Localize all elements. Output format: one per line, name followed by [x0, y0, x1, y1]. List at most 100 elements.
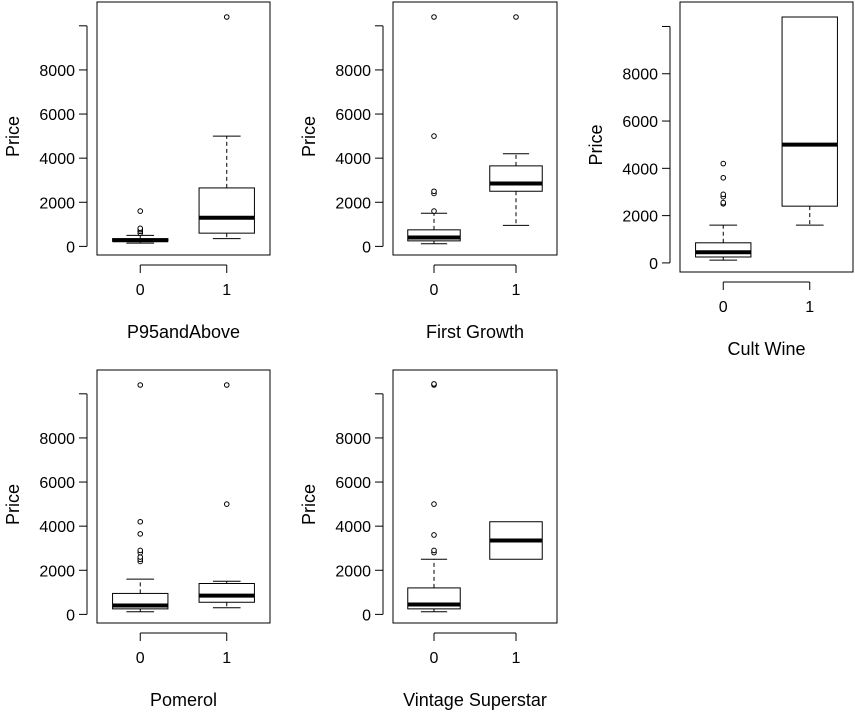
- plot-frame: [96, 369, 271, 624]
- box-iqr: [407, 229, 461, 242]
- outlier-point: [720, 174, 727, 181]
- outlier-point: [431, 14, 437, 20]
- box: [695, 160, 752, 261]
- x-tick-label: 1: [222, 650, 231, 667]
- x-tick-label: 0: [430, 282, 439, 299]
- outlier-point: [431, 133, 437, 139]
- y-tick-label: 6000: [39, 475, 75, 492]
- y-axis: 0 2000 4000 6000 8000 Price: [299, 25, 384, 256]
- outlier-point: [720, 199, 727, 206]
- y-axis: 0 2000 4000 6000 8000 Price: [3, 393, 88, 624]
- y-tick-label: 6000: [335, 475, 371, 492]
- x-tick-label: 0: [430, 650, 439, 667]
- y-axis: 0 2000 4000 6000 8000 Price: [586, 25, 671, 273]
- y-tick-label: 2000: [622, 209, 658, 226]
- x-axis: 0 1 Vintage Superstar: [403, 632, 547, 710]
- outlier-point: [431, 501, 437, 507]
- x-axis: 0 1 Pomerol: [136, 632, 231, 710]
- y-tick-label: 2000: [39, 195, 75, 212]
- box-iqr: [198, 583, 255, 603]
- outlier-point: [431, 547, 437, 554]
- y-tick-label: 0: [66, 607, 75, 624]
- box-iqr: [198, 187, 255, 234]
- x-axis: 0 1 Cult Wine: [719, 281, 814, 359]
- outlier-point: [431, 188, 437, 195]
- x-axis-title: First Growth: [426, 322, 524, 342]
- y-axis-title: Price: [299, 116, 319, 157]
- y-tick-label: 4000: [335, 151, 371, 168]
- y-axis-title: Price: [3, 116, 23, 157]
- y-tick-label: 4000: [622, 161, 658, 178]
- y-tick-label: 6000: [622, 114, 658, 131]
- y-tick-label: 8000: [39, 431, 75, 448]
- box: [112, 208, 169, 244]
- outlier-point: [137, 547, 144, 554]
- y-tick-label: 8000: [622, 67, 658, 84]
- outlier-point: [431, 208, 437, 214]
- box-iqr: [695, 242, 752, 258]
- outlier-point: [720, 160, 727, 167]
- outlier-point: [137, 382, 144, 388]
- outlier-point: [223, 14, 230, 20]
- box: [489, 14, 543, 226]
- y-axis-title: Price: [3, 484, 23, 525]
- outlier-point: [137, 225, 144, 232]
- y-axis-title: Price: [299, 484, 319, 525]
- box: [112, 382, 169, 613]
- x-axis-title: Cult Wine: [727, 339, 805, 359]
- box: [198, 382, 255, 609]
- x-tick-label: 0: [136, 282, 145, 299]
- y-tick-label: 2000: [335, 563, 371, 580]
- outlier-point: [431, 532, 437, 538]
- y-tick-label: 8000: [39, 63, 75, 80]
- outlier-point: [223, 382, 230, 388]
- y-axis-title: Price: [586, 124, 606, 165]
- x-axis: 0 1 First Growth: [426, 264, 524, 342]
- x-axis: 0 1 P95andAbove: [127, 264, 240, 342]
- boxplot-panel: 0 2000 4000 6000 8000 Price 0 1 Vintage Supersta…: [299, 369, 558, 710]
- x-tick-label: 1: [805, 299, 814, 316]
- plot-frame: [96, 1, 271, 256]
- outlier-point: [137, 208, 144, 214]
- box: [489, 521, 543, 560]
- plot-frame: [679, 1, 854, 273]
- x-tick-label: 0: [136, 650, 145, 667]
- y-tick-label: 0: [362, 607, 371, 624]
- boxplot-panel: 0 2000 4000 6000 8000 Price 0 1 P95andAbove: [3, 1, 271, 342]
- boxplot-panel: 0 2000 4000 6000 8000 Price 0 1 Cult Wine: [586, 1, 854, 359]
- outlier-point: [431, 381, 437, 387]
- y-tick-label: 4000: [39, 151, 75, 168]
- y-axis: 0 2000 4000 6000 8000 Price: [299, 393, 384, 624]
- boxplot-panel: 0 2000 4000 6000 8000 Price 0 1 First Growth: [299, 1, 558, 342]
- outlier-point: [137, 554, 144, 560]
- outlier-point: [513, 14, 519, 20]
- outlier-point: [223, 501, 230, 507]
- x-axis-title: P95andAbove: [127, 322, 240, 342]
- x-tick-label: 1: [222, 282, 231, 299]
- box-iqr: [489, 165, 543, 192]
- y-tick-label: 0: [362, 239, 371, 256]
- box: [198, 14, 255, 240]
- plot-frame: [392, 369, 558, 624]
- y-axis: 0 2000 4000 6000 8000 Price: [3, 25, 88, 256]
- y-tick-label: 0: [66, 239, 75, 256]
- outlier-point: [720, 191, 727, 198]
- outlier-point: [137, 518, 144, 525]
- y-tick-label: 6000: [39, 107, 75, 124]
- box: [781, 16, 838, 226]
- y-tick-label: 4000: [335, 519, 371, 536]
- box-iqr: [781, 16, 838, 207]
- x-tick-label: 1: [512, 282, 521, 299]
- y-tick-label: 6000: [335, 107, 371, 124]
- y-tick-label: 8000: [335, 431, 371, 448]
- x-tick-label: 1: [512, 650, 521, 667]
- y-tick-label: 4000: [39, 519, 75, 536]
- y-tick-label: 8000: [335, 63, 371, 80]
- x-axis-title: Vintage Superstar: [403, 690, 547, 710]
- y-tick-label: 2000: [39, 563, 75, 580]
- plot-frame: [392, 1, 558, 256]
- boxplot-panel: 0 2000 4000 6000 8000 Price 0 1 Pomerol: [3, 369, 271, 710]
- y-tick-label: 2000: [335, 195, 371, 212]
- box: [407, 14, 461, 245]
